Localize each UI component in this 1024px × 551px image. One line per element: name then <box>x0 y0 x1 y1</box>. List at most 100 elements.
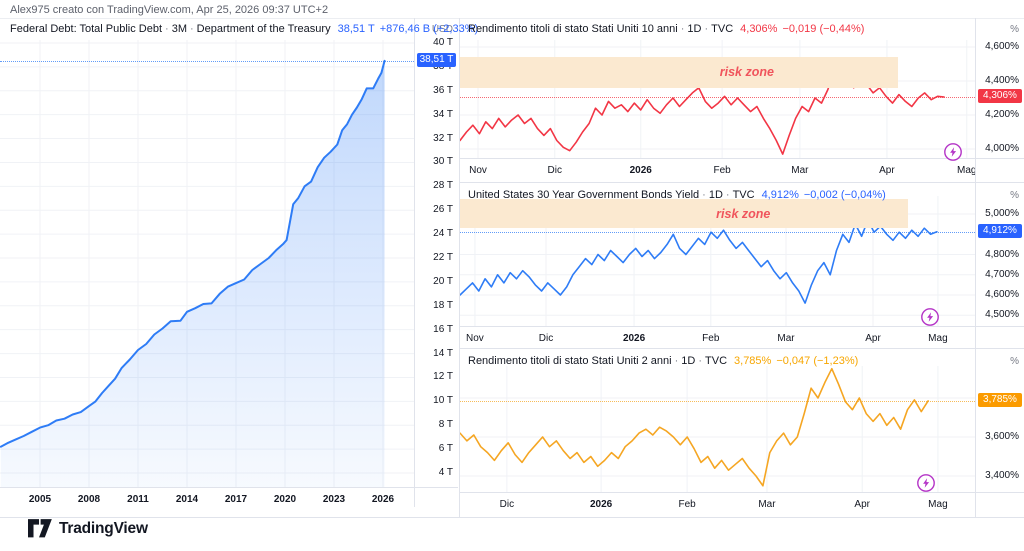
last-price: 4,912% <box>761 189 799 201</box>
y-tick-label: 4,400% <box>985 74 1019 86</box>
legend-us2y[interactable]: Rendimento titoli di stato Stati Uniti 2… <box>468 355 858 367</box>
current-price-line <box>0 60 414 62</box>
flash-boost-icon[interactable] <box>944 143 963 162</box>
tradingview-logo[interactable]: TradingView <box>28 519 148 538</box>
x-tick-label: Apr <box>854 499 870 510</box>
y-tick-label: 4,700% <box>985 268 1019 280</box>
axis-unit-label: % <box>1010 190 1019 201</box>
x-tick-label: Feb <box>702 333 720 344</box>
chart-plot-us30y[interactable]: risk zone <box>460 196 975 326</box>
y-tick-label: 8 T <box>438 419 453 431</box>
x-tick-label: 2011 <box>127 494 149 505</box>
x-tick-label: 2026 <box>629 165 652 176</box>
chart-interval: 1D <box>708 189 723 201</box>
x-tick-label: 2017 <box>224 494 248 505</box>
widget-top-border <box>0 18 1024 19</box>
tradingview-logo-mark <box>28 519 52 538</box>
current-price-line <box>460 96 975 98</box>
series-line-us30y <box>460 219 938 304</box>
legend-us10y[interactable]: Rendimento titoli di stato Stati Uniti 1… <box>468 23 864 35</box>
chart-plot-us10y[interactable]: risk zone <box>460 40 975 158</box>
x-tick-label: Feb <box>713 165 731 176</box>
flash-boost-icon[interactable] <box>921 308 940 327</box>
pane-separator-vertical <box>459 18 460 517</box>
time-axis-us02y[interactable]: Dic 2026 Feb Mar Apr Mag <box>460 492 975 516</box>
chart-interval: 3M <box>171 23 187 35</box>
series-line-us02y <box>460 367 929 487</box>
y-tick-label: 28 T <box>433 180 453 192</box>
y-tick-label: 10 T <box>433 395 453 407</box>
x-tick-label: Mar <box>777 333 795 344</box>
series-federal-debt <box>0 59 386 487</box>
axis-unit-label: % <box>1010 356 1019 367</box>
x-tick-label: 2005 <box>28 494 52 505</box>
x-tick-label: 2008 <box>77 494 101 505</box>
panel-separator-2 <box>460 348 1024 349</box>
panel-separator-1 <box>460 182 1024 183</box>
chart-plot-federal-debt[interactable] <box>0 40 414 487</box>
chart-source: TVC <box>705 355 728 367</box>
x-tick-label: Dic <box>547 165 562 176</box>
y-tick-label: 3,400% <box>985 470 1019 481</box>
y-tick-label: 32 T <box>433 132 453 144</box>
chart-plot-us02y[interactable] <box>460 366 975 492</box>
time-axis-border-left-pane <box>0 487 458 488</box>
time-axis-federal-debt[interactable]: 2005 2008 2011 2014 2017 2020 2023 2026 <box>0 487 414 505</box>
risk-zone-label: risk zone <box>719 65 774 80</box>
y-tick-label: 4,600% <box>985 289 1019 301</box>
price-scale-right-panels[interactable]: % 4,600% 4,400% 4,200% 4,000% 4,306%% 5,000% 4,… <box>975 18 1024 517</box>
lightning-icon <box>944 143 962 161</box>
chart-source: TVC <box>711 23 734 35</box>
y-tick-label: 4,600% <box>985 40 1019 52</box>
x-tick-label: Mag <box>928 333 948 344</box>
separator-dot: · <box>190 23 194 35</box>
x-tick-label: 2026 <box>622 333 646 344</box>
price-label-badge: 3,785% <box>978 393 1022 408</box>
x-tick-label: Dic <box>538 333 554 344</box>
chart-interval: 1D <box>681 355 696 367</box>
x-tick-label: Mag <box>957 165 975 176</box>
separator-dot: · <box>674 355 679 367</box>
legend-us30y[interactable]: United States 30 Year Government Bonds Y… <box>468 189 886 201</box>
x-tick-label: Nov <box>466 333 484 344</box>
x-tick-label: Feb <box>678 499 696 510</box>
x-tick-label: Mar <box>791 165 809 176</box>
separator-dot: · <box>680 23 685 35</box>
chart-interval: 1D <box>687 23 702 35</box>
risk-zone-band <box>460 199 909 228</box>
lightning-icon <box>917 474 935 492</box>
y-tick-label: 36 T <box>433 84 453 96</box>
current-price-line <box>460 231 975 233</box>
axis-unit-label: USD <box>431 24 453 35</box>
legend-federal-debt[interactable]: Federal Debt: Total Public Debt · 3M · Depar… <box>10 23 478 35</box>
x-tick-label: 2023 <box>322 494 346 505</box>
chart-source: Department of the Treasury <box>196 23 331 35</box>
last-price: 4,306% <box>740 23 778 35</box>
time-axis-border-us10y <box>460 158 1024 159</box>
series-line-federal-debt <box>0 59 386 448</box>
y-tick-label: 34 T <box>433 108 453 120</box>
flash-boost-icon[interactable] <box>917 474 936 493</box>
price-label-badge: 4,306% <box>978 89 1022 104</box>
time-axis-us10y[interactable]: Nov Dic 2026 Feb Mar Apr Mag <box>460 158 975 180</box>
price-change: −0,019 (−0,44%) <box>782 23 865 35</box>
price-change: −0,047 (−1,23%) <box>776 355 859 367</box>
x-tick-label: Apr <box>879 165 895 176</box>
chart-title: Federal Debt: Total Public Debt <box>10 23 163 35</box>
y-tick-label: 22 T <box>433 252 453 263</box>
separator-dot: · <box>704 23 709 35</box>
price-label-badge: 4,912% <box>978 224 1022 239</box>
y-tick-label: 4,500% <box>985 309 1019 321</box>
y-tick-label: 18 T <box>433 299 453 311</box>
time-axis-us30y[interactable]: Nov Dic 2026 Feb Mar Apr Mag <box>460 326 975 348</box>
x-tick-label: Dic <box>499 499 515 510</box>
chart-title: Rendimento titoli di stato Stati Uniti 1… <box>468 23 678 35</box>
chart-title: United States 30 Year Government Bonds Y… <box>468 189 700 201</box>
y-tick-label: 4 T <box>438 467 453 479</box>
x-tick-label: 2026 <box>589 499 613 510</box>
chart-source: TVC <box>732 189 755 201</box>
risk-zone-label: risk zone <box>716 206 771 221</box>
tradingview-logo-text: TradingView <box>59 519 148 537</box>
